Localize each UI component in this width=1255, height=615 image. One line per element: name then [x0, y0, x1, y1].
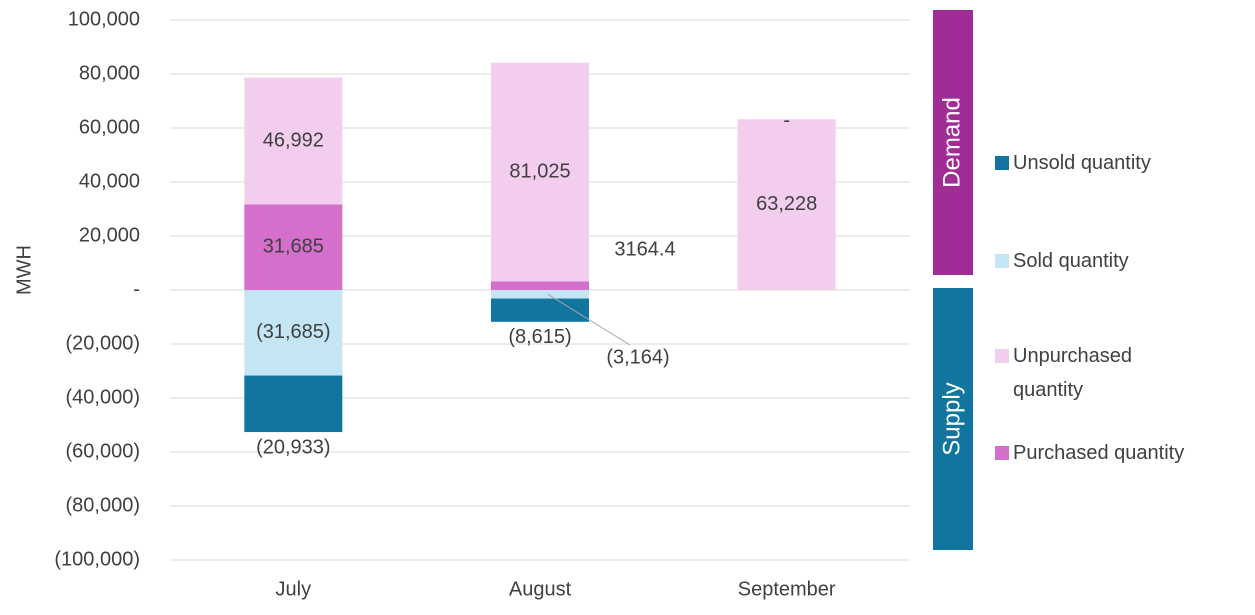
bar-segment — [491, 281, 589, 290]
legend-swatch — [995, 156, 1009, 170]
y-tick-label: (100,000) — [54, 548, 140, 570]
legend-item: Purchased quantity — [995, 436, 1184, 470]
side-band — [933, 288, 973, 550]
y-tick-label: (60,000) — [66, 440, 141, 462]
legend-swatch — [995, 446, 1009, 460]
y-tick-label: - — [133, 278, 140, 300]
data-label: - — [783, 110, 790, 132]
side-label: Demand — [938, 97, 965, 188]
legend-swatch — [995, 349, 1009, 363]
legend-label: Unpurchased quantity — [1013, 345, 1132, 401]
data-label: 81,025 — [509, 160, 570, 182]
y-tick-label: 60,000 — [79, 116, 140, 138]
y-axis-label: MWH — [13, 245, 35, 295]
legend-item: Unsold quantity — [995, 146, 1151, 180]
y-tick-label: 20,000 — [79, 224, 140, 246]
data-label: (20,933) — [256, 436, 331, 458]
bar-segment — [491, 290, 589, 299]
side-label: Supply — [938, 382, 965, 455]
bar-segment — [491, 62, 589, 282]
data-label: (31,685) — [256, 321, 331, 343]
legend-label: Purchased quantity — [1013, 442, 1185, 464]
data-label: 3164.4 — [614, 238, 675, 260]
y-tick-label: 100,000 — [68, 8, 140, 30]
legend-item: Unpurchased quantity — [995, 339, 1163, 407]
legend-swatch — [995, 254, 1009, 268]
x-tick-label: July — [276, 578, 312, 600]
y-tick-label: (40,000) — [66, 386, 141, 408]
y-tick-label: 40,000 — [79, 170, 140, 192]
y-tick-label: 80,000 — [79, 62, 140, 84]
bar-segment — [244, 375, 343, 433]
legend-item: Sold quantity — [995, 244, 1129, 278]
bar-segment — [244, 290, 343, 376]
data-label: 31,685 — [263, 236, 324, 258]
data-label: 46,992 — [263, 129, 324, 151]
bar-segment — [737, 119, 836, 291]
x-tick-label: September — [738, 578, 836, 600]
y-tick-label: (20,000) — [66, 332, 141, 354]
x-tick-label: August — [509, 578, 572, 600]
bar-segment — [244, 204, 343, 290]
data-label: (8,615) — [508, 326, 571, 348]
leader-line — [547, 293, 631, 346]
bar-segment — [244, 77, 343, 205]
legend-label: Unsold quantity — [1013, 152, 1151, 174]
y-tick-label: (80,000) — [66, 494, 141, 516]
data-label: (3,164) — [606, 346, 669, 368]
legend-label: Sold quantity — [1013, 250, 1129, 272]
data-label: 63,228 — [756, 193, 817, 215]
side-band — [933, 10, 973, 275]
